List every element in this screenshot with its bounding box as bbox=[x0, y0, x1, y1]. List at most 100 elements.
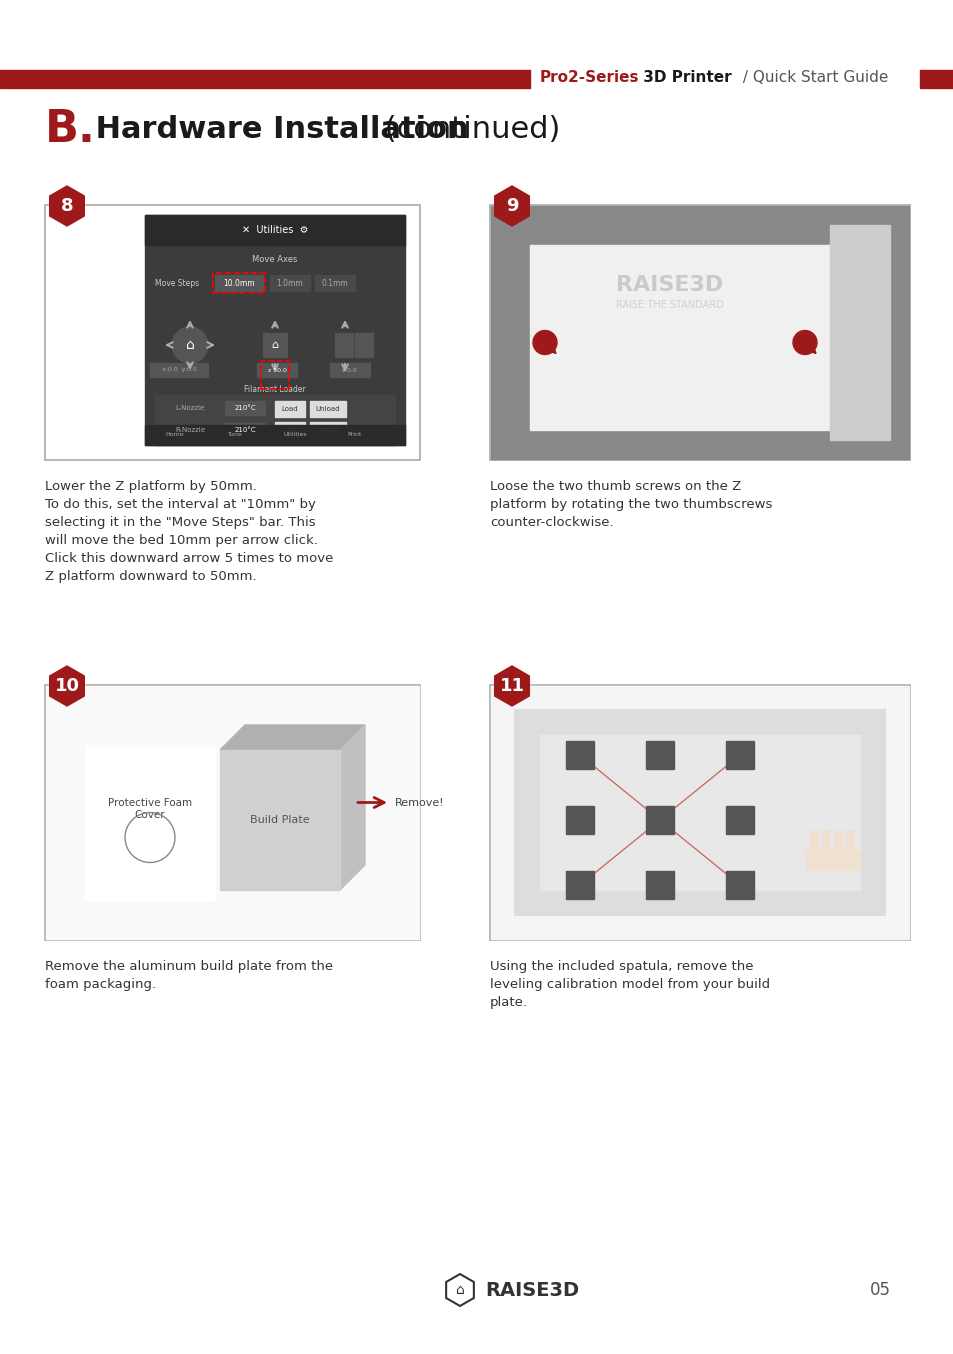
Bar bbox=[565, 806, 594, 834]
Text: Protective Foam: Protective Foam bbox=[108, 798, 192, 807]
Bar bbox=[530, 245, 829, 431]
Bar bbox=[263, 333, 287, 357]
Bar bbox=[85, 745, 214, 900]
Circle shape bbox=[792, 330, 816, 355]
Bar bbox=[565, 741, 594, 769]
Text: Print: Print bbox=[348, 432, 362, 437]
Bar bbox=[491, 206, 908, 459]
Bar bbox=[491, 686, 908, 940]
Bar bbox=[225, 422, 265, 437]
Text: Remove!: Remove! bbox=[395, 798, 444, 807]
Bar bbox=[46, 686, 418, 940]
Text: 8: 8 bbox=[61, 196, 73, 215]
Bar bbox=[145, 215, 405, 245]
Bar bbox=[274, 401, 305, 417]
Bar bbox=[270, 275, 310, 291]
Text: ⌂: ⌂ bbox=[272, 340, 278, 349]
Polygon shape bbox=[339, 724, 365, 890]
Bar bbox=[565, 871, 594, 899]
Bar bbox=[355, 333, 373, 357]
Text: RAISE3D: RAISE3D bbox=[616, 275, 723, 295]
Bar bbox=[0, 70, 530, 88]
Bar bbox=[725, 806, 753, 834]
Text: Filament Loader: Filament Loader bbox=[244, 386, 306, 394]
Text: 1.0mm: 1.0mm bbox=[276, 279, 303, 287]
Text: 9: 9 bbox=[505, 196, 517, 215]
Text: Home: Home bbox=[166, 432, 184, 437]
Bar bbox=[261, 362, 289, 389]
Polygon shape bbox=[809, 830, 817, 854]
Bar bbox=[490, 685, 909, 940]
Text: Load: Load bbox=[281, 406, 298, 412]
Bar bbox=[539, 735, 859, 890]
Polygon shape bbox=[821, 830, 829, 854]
Bar bbox=[725, 741, 753, 769]
Text: 3D Printer: 3D Printer bbox=[638, 70, 731, 85]
Text: ⌂: ⌂ bbox=[456, 1284, 464, 1297]
Bar bbox=[220, 750, 339, 890]
Text: RAISE3D: RAISE3D bbox=[484, 1281, 578, 1300]
Circle shape bbox=[172, 328, 208, 363]
Text: Hardware Installation: Hardware Installation bbox=[85, 115, 468, 145]
Text: 10: 10 bbox=[54, 677, 79, 695]
Circle shape bbox=[533, 330, 557, 355]
Bar bbox=[310, 401, 346, 417]
Bar bbox=[214, 275, 263, 291]
Text: L-Nozzle: L-Nozzle bbox=[174, 405, 204, 412]
Text: Cover: Cover bbox=[134, 810, 165, 819]
Bar bbox=[154, 395, 395, 445]
Text: B.: B. bbox=[45, 108, 95, 152]
Text: 0.1mm: 0.1mm bbox=[321, 279, 348, 287]
Bar bbox=[335, 333, 353, 357]
Text: / Quick Start Guide: / Quick Start Guide bbox=[738, 70, 887, 85]
Bar bbox=[213, 274, 265, 292]
Polygon shape bbox=[220, 724, 365, 750]
Text: Lower the Z platform by 50mm.
To do this, set the interval at "10mm" by
selectin: Lower the Z platform by 50mm. To do this… bbox=[45, 481, 333, 584]
Bar bbox=[310, 422, 346, 437]
Text: Unload: Unload bbox=[315, 427, 340, 433]
Bar bbox=[490, 204, 909, 460]
Text: z 50.0: z 50.0 bbox=[267, 367, 286, 372]
Text: Tune: Tune bbox=[228, 432, 242, 437]
Text: Move Axes: Move Axes bbox=[252, 256, 297, 264]
Text: R-Nozzle: R-Nozzle bbox=[174, 427, 205, 433]
Text: x:0.0  y:0.0: x:0.0 y:0.0 bbox=[161, 367, 196, 372]
Bar bbox=[150, 363, 208, 376]
Bar bbox=[314, 275, 355, 291]
Text: (continued): (continued) bbox=[375, 115, 559, 145]
Bar bbox=[145, 215, 405, 445]
Text: Unload: Unload bbox=[315, 406, 340, 412]
Bar bbox=[225, 401, 265, 414]
Text: Pro2-Series: Pro2-Series bbox=[539, 70, 639, 85]
Bar bbox=[145, 425, 405, 445]
Text: Remove the aluminum build plate from the
foam packaging.: Remove the aluminum build plate from the… bbox=[45, 960, 333, 991]
Text: Build Plate: Build Plate bbox=[250, 815, 310, 825]
Bar bbox=[45, 204, 419, 460]
Bar bbox=[645, 741, 673, 769]
Text: ✕  Utilities  ⚙: ✕ Utilities ⚙ bbox=[241, 225, 308, 236]
Bar bbox=[515, 709, 884, 915]
Text: Using the included spatula, remove the
leveling calibration model from your buil: Using the included spatula, remove the l… bbox=[490, 960, 769, 1009]
Bar bbox=[256, 363, 296, 376]
Text: 210°C: 210°C bbox=[233, 405, 255, 412]
Bar bbox=[645, 806, 673, 834]
Text: RAISE THE STANDARD: RAISE THE STANDARD bbox=[616, 301, 723, 310]
Text: ⌂: ⌂ bbox=[186, 338, 194, 352]
Text: 210°C: 210°C bbox=[233, 427, 255, 433]
Bar bbox=[829, 225, 889, 440]
Text: 05: 05 bbox=[868, 1281, 889, 1298]
Bar bbox=[725, 871, 753, 899]
Bar bbox=[45, 685, 419, 940]
Bar bbox=[330, 363, 370, 376]
Bar bbox=[274, 422, 305, 437]
Text: e:0.0: e:0.0 bbox=[342, 367, 357, 372]
Text: Load: Load bbox=[281, 427, 298, 433]
Bar bbox=[804, 850, 859, 871]
Bar bbox=[645, 871, 673, 899]
Polygon shape bbox=[833, 830, 841, 854]
Polygon shape bbox=[845, 830, 853, 854]
Text: 11: 11 bbox=[499, 677, 524, 695]
Text: Utilities: Utilities bbox=[283, 432, 307, 437]
Text: Loose the two thumb screws on the Z
platform by rotating the two thumbscrews
cou: Loose the two thumb screws on the Z plat… bbox=[490, 481, 772, 529]
Text: 10.0mm: 10.0mm bbox=[223, 279, 254, 287]
